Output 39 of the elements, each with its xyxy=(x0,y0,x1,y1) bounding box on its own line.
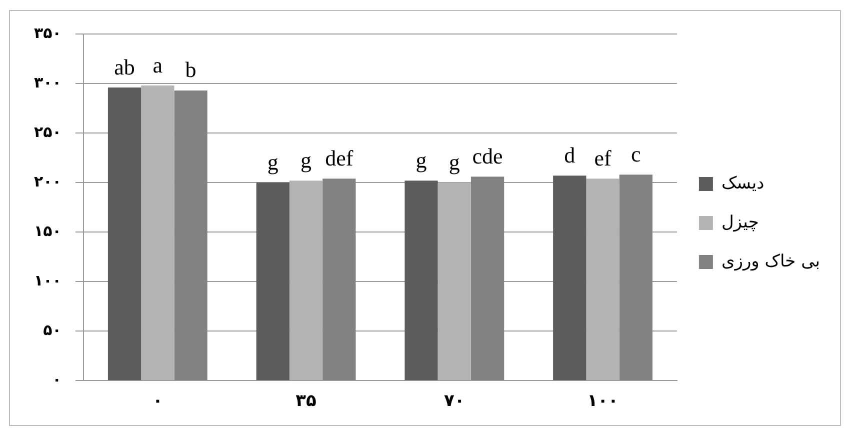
y-tick-label: ۲۵۰ xyxy=(34,122,62,141)
bar xyxy=(256,182,290,380)
legend-label: دیسک xyxy=(721,173,764,194)
x-tick-label: ۳۵ xyxy=(296,391,316,412)
data-label: g xyxy=(448,149,460,174)
data-label: g xyxy=(267,149,278,174)
y-tick-label: ۲۰۰ xyxy=(34,172,62,190)
bar xyxy=(438,182,471,380)
bar xyxy=(108,87,142,380)
bar xyxy=(619,174,652,380)
x-tick-label: ۰ xyxy=(152,391,163,412)
data-label: b xyxy=(185,57,196,82)
data-label: d xyxy=(564,142,576,168)
legend-label: چیزل xyxy=(721,212,759,232)
bar xyxy=(470,176,504,380)
y-tick-label: ۰ xyxy=(52,370,62,388)
y-tick-label: ۳۰۰ xyxy=(34,73,62,92)
bar xyxy=(289,180,323,380)
bar xyxy=(174,90,208,380)
y-tick-label: ۳۵۰ xyxy=(34,24,62,42)
data-label: ab xyxy=(114,54,135,80)
bar xyxy=(404,180,438,380)
bar xyxy=(141,85,174,380)
x-tick-label: ۷۰ xyxy=(444,391,465,412)
bar xyxy=(553,176,586,380)
data-label: cde xyxy=(472,143,503,168)
data-label: c xyxy=(631,141,642,166)
data-label: g xyxy=(416,147,427,172)
x-tick-label: ۱۰۰ xyxy=(587,391,618,412)
y-tick-label: ۵۰ xyxy=(43,320,62,339)
legend-label: بی خاک ورزی xyxy=(721,251,820,272)
data-label: def xyxy=(325,145,354,170)
data-label: ef xyxy=(594,145,612,170)
y-tick-label: ۱۰۰ xyxy=(34,271,62,290)
y-tick-label: ۱۵۰ xyxy=(34,222,62,240)
data-label: a xyxy=(152,52,163,78)
bar xyxy=(586,178,620,380)
data-label: g xyxy=(300,147,312,172)
bar xyxy=(322,178,356,380)
